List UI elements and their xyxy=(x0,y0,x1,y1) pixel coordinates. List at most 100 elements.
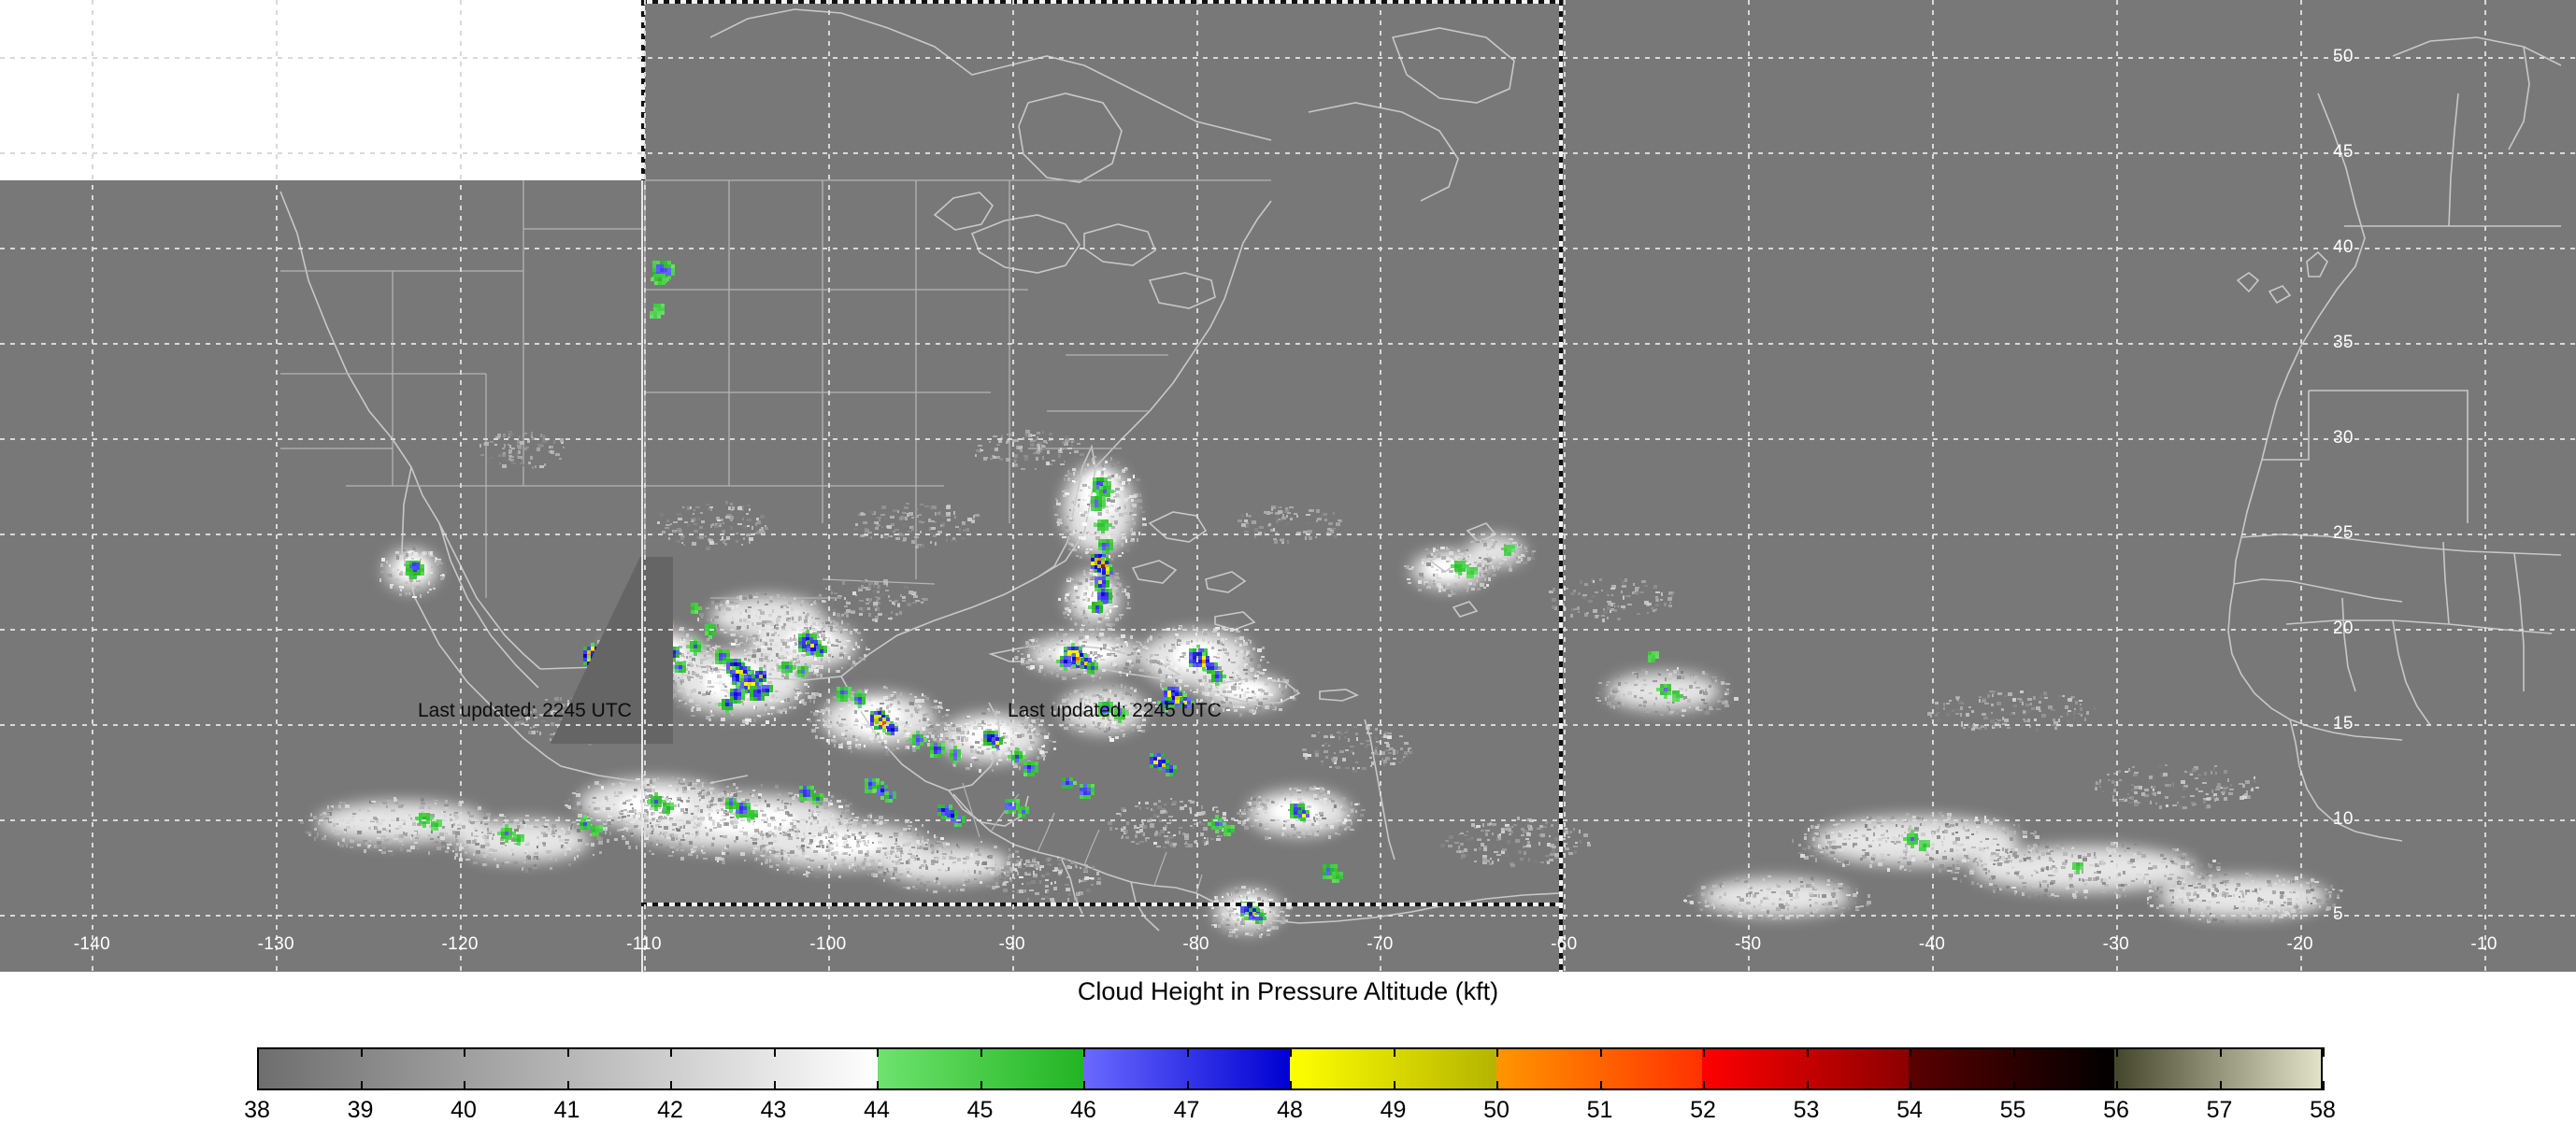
cloud-pixel xyxy=(1870,861,1873,863)
cloud-pixel xyxy=(979,761,981,765)
cloud-pixel xyxy=(1634,695,1637,698)
cloud-pixel xyxy=(811,695,816,699)
cloud-pixel xyxy=(866,648,870,650)
cloud-pixel xyxy=(1218,924,1221,928)
cloud-pixel xyxy=(854,857,856,861)
cloud-pixel xyxy=(1239,694,1241,698)
cloud-pixel xyxy=(1094,651,1097,655)
cloud-pixel xyxy=(656,840,659,844)
cloud-pixel xyxy=(845,809,850,812)
cloud-pixel xyxy=(1268,837,1271,839)
cloud-pixel xyxy=(952,857,956,860)
cloud-pixel xyxy=(1086,513,1090,517)
cloud-pixel xyxy=(821,709,825,713)
cloud-pixel xyxy=(810,711,812,713)
cloud-pixel xyxy=(1878,825,1880,828)
cloud-pixel xyxy=(1261,656,1265,658)
cloud-pixel xyxy=(468,819,471,823)
cloud-pixel xyxy=(625,841,629,845)
cloud-pixel xyxy=(788,858,790,861)
cloud-pixel xyxy=(1038,748,1042,750)
cloud-pixel xyxy=(970,721,974,724)
cloud-pixel xyxy=(666,812,669,816)
cloud-pixel xyxy=(819,827,821,829)
cloud-pixel xyxy=(942,856,946,860)
cloud-pixel xyxy=(1215,693,1220,696)
cloud-pixel xyxy=(1064,693,1066,697)
cloud-pixel xyxy=(741,627,745,630)
cloud-pixel xyxy=(1682,715,1684,717)
cloud-pixel xyxy=(828,654,831,657)
cloud-pixel xyxy=(798,660,800,662)
cloud-pixel xyxy=(360,813,365,816)
cloud-pixel xyxy=(466,833,469,835)
cloud-pixel xyxy=(1010,871,1013,873)
cloud-pixel xyxy=(709,686,714,688)
cloud-pixel xyxy=(1109,614,1110,616)
cloud-pixel xyxy=(493,833,494,836)
cloud-pixel xyxy=(1433,548,1436,550)
cloud-pixel xyxy=(826,712,828,716)
cloud-pixel xyxy=(1031,748,1033,750)
cloud-pixel xyxy=(1055,498,1057,500)
cloud-pixel xyxy=(1102,463,1104,467)
cloud-pixel xyxy=(1045,751,1048,753)
cloud-pixel xyxy=(388,841,391,844)
cloud-pixel xyxy=(1275,926,1279,930)
cloud-pixel xyxy=(756,627,758,629)
cloud-pixel xyxy=(1109,555,1110,559)
cloud-pixel xyxy=(715,670,720,673)
cloud-pixel xyxy=(1247,802,1250,804)
cloud-pixel xyxy=(1229,702,1232,704)
cloud-pixel xyxy=(684,812,688,814)
map-canvas[interactable]: -140 -130 -120 -110 -100 -90 -80 -70 -60 -50 -40 -3… xyxy=(0,0,2576,972)
cloud-pixel xyxy=(1021,733,1024,737)
cloud-pixel xyxy=(1984,821,1987,823)
cloud-pixel xyxy=(1113,587,1118,590)
cloud-pixel xyxy=(561,828,564,830)
cloud-pixel xyxy=(940,707,943,709)
cloud-pixel xyxy=(895,718,899,720)
cloud-pixel xyxy=(1798,844,1801,847)
cloud-pixel xyxy=(1416,586,1420,588)
cloud-pixel xyxy=(710,789,714,790)
cloud-pixel xyxy=(550,867,552,870)
cloud-pixel xyxy=(701,795,705,799)
cloud-pixel xyxy=(845,730,848,732)
cloud-pixel xyxy=(956,732,960,733)
cloud-pixel xyxy=(1492,570,1494,572)
cloud-pixel xyxy=(1965,823,1968,827)
cloud-pixel xyxy=(987,708,990,710)
cloud-pixel xyxy=(939,702,942,704)
cloud-pixel xyxy=(753,622,757,625)
cloud-pixel xyxy=(1486,548,1491,550)
cloud-pixel xyxy=(995,859,998,862)
cloud-pixel xyxy=(1132,518,1134,520)
cloud-pixel xyxy=(854,836,856,840)
cloud-pixel xyxy=(795,656,799,659)
cloud-pixel xyxy=(1242,820,1246,824)
cloud-pixel xyxy=(1956,854,1959,858)
cloud-pixel xyxy=(577,829,580,832)
cloud-pixel xyxy=(901,735,905,738)
cloud-pixel xyxy=(1137,649,1140,652)
cloud-pixel xyxy=(577,823,580,825)
cloud-pixel xyxy=(1129,495,1133,498)
cloud-pixel xyxy=(764,660,766,662)
cloud-pixel xyxy=(900,854,902,858)
cloud-pixel xyxy=(718,628,720,630)
cloud-pixel xyxy=(592,802,595,804)
cloud-pixel xyxy=(522,867,523,871)
cloud-pixel xyxy=(766,852,770,856)
cloud-pixel xyxy=(679,841,681,843)
cloud-pixel xyxy=(501,846,503,848)
cloud-pixel xyxy=(1132,728,1134,732)
cloud-pixel xyxy=(765,604,768,605)
cloud-pixel xyxy=(751,636,755,639)
cloud-pixel xyxy=(439,832,444,836)
cloud-pixel xyxy=(695,833,698,836)
cloud-pixel xyxy=(456,843,459,846)
cloud-pixel xyxy=(717,718,721,719)
cloud-pixel xyxy=(1509,568,1512,572)
cloud-pixel xyxy=(590,833,593,836)
